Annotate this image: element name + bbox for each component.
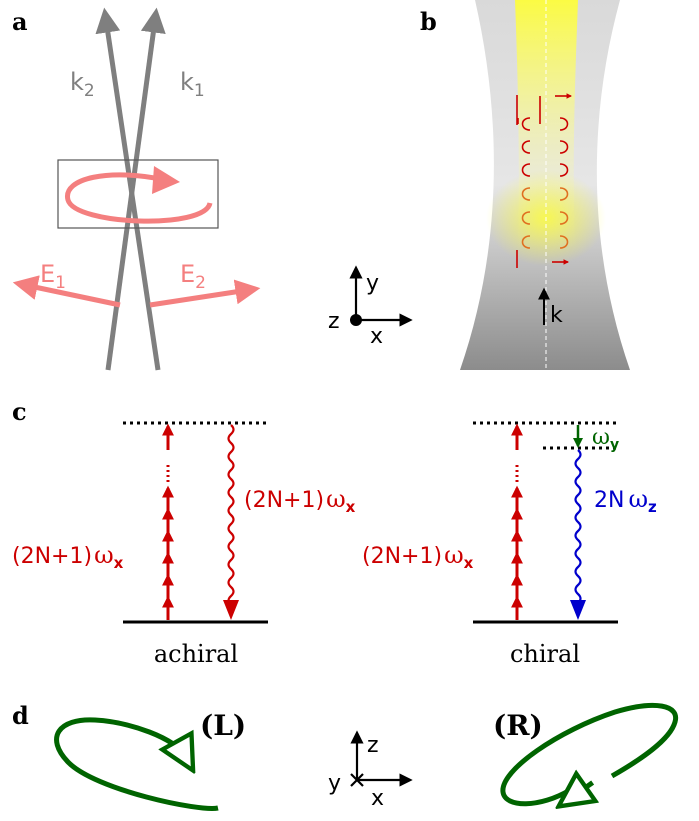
- panel-d-label: d: [12, 701, 29, 730]
- k1-beam-arrow: [105, 7, 166, 371]
- rotating-field-arrowhead: [152, 166, 180, 194]
- pol-marker: [521, 163, 531, 177]
- panel-b: b k: [420, 0, 630, 370]
- e2-field-arrow: [149, 279, 261, 308]
- pol-marker: [559, 187, 569, 201]
- rotation-inset-box: [57, 159, 219, 229]
- right-handed-label: (R): [493, 709, 543, 742]
- achiral-emission-wave: [227, 424, 235, 606]
- axis-x-label: x: [370, 324, 383, 349]
- z-axis-dot-icon: [350, 314, 362, 326]
- rotating-field-ellipse: [65, 172, 213, 224]
- achiral-pump-label: (2N+1)ωx: [12, 541, 124, 572]
- e2-label: E2: [180, 260, 206, 293]
- panel-c: c (2N+1)ωx (2N+1)ωx achiral: [12, 397, 657, 668]
- axes-xyz-top: y x z: [328, 265, 413, 349]
- pol-marker: [559, 117, 569, 131]
- pol-marker: [559, 163, 569, 177]
- pol-marker: [521, 211, 531, 225]
- right-handed-ellipse: [500, 702, 679, 807]
- chiral-emission-wave: [574, 449, 582, 604]
- e1-label: E1: [40, 260, 66, 293]
- pol-marker: [559, 140, 569, 154]
- e1-field-arrow: [12, 275, 121, 308]
- y-axis-cross-icon: [350, 773, 364, 787]
- chiral-emission-arrowhead: [570, 600, 586, 620]
- panel-a-label: a: [12, 7, 28, 36]
- panel-a: a k2 k1 E1 E2: [12, 7, 261, 371]
- axis-x-label-bottom: x: [371, 786, 384, 811]
- omega-y-label: ωy: [592, 425, 619, 453]
- k1-label: k1: [180, 68, 205, 101]
- chiral-caption: chiral: [510, 640, 580, 668]
- pol-marker: [559, 235, 569, 249]
- pol-marker: [521, 235, 531, 249]
- axis-z-label: z: [328, 309, 340, 334]
- pol-marker: [559, 211, 569, 225]
- k-propagation-label: k: [550, 303, 563, 328]
- axis-y-label-bottom: y: [328, 771, 341, 796]
- chiral-emission-label: 2N ωz: [594, 485, 657, 516]
- axis-y-label: y: [366, 271, 379, 296]
- achiral-emission-arrowhead: [223, 600, 239, 620]
- polarization-markers: [516, 93, 573, 268]
- panel-d: d (L) z x y (R): [12, 701, 679, 811]
- achiral-emission-label: (2N+1)ωx: [244, 485, 356, 516]
- pol-marker: [521, 187, 531, 201]
- left-handed-ellipse: [54, 717, 219, 811]
- k2-label: k2: [70, 68, 95, 101]
- chiral-pump-label: (2N+1)ωx: [362, 541, 474, 572]
- pol-marker: [521, 140, 531, 154]
- panel-c-label: c: [12, 397, 27, 426]
- panel-b-label: b: [420, 7, 437, 36]
- pol-marker: [521, 117, 531, 131]
- right-handed-arrow: [572, 783, 592, 797]
- left-handed-label: (L): [200, 709, 246, 742]
- achiral-caption: achiral: [154, 640, 238, 668]
- axis-z-label-bottom: z: [367, 733, 379, 758]
